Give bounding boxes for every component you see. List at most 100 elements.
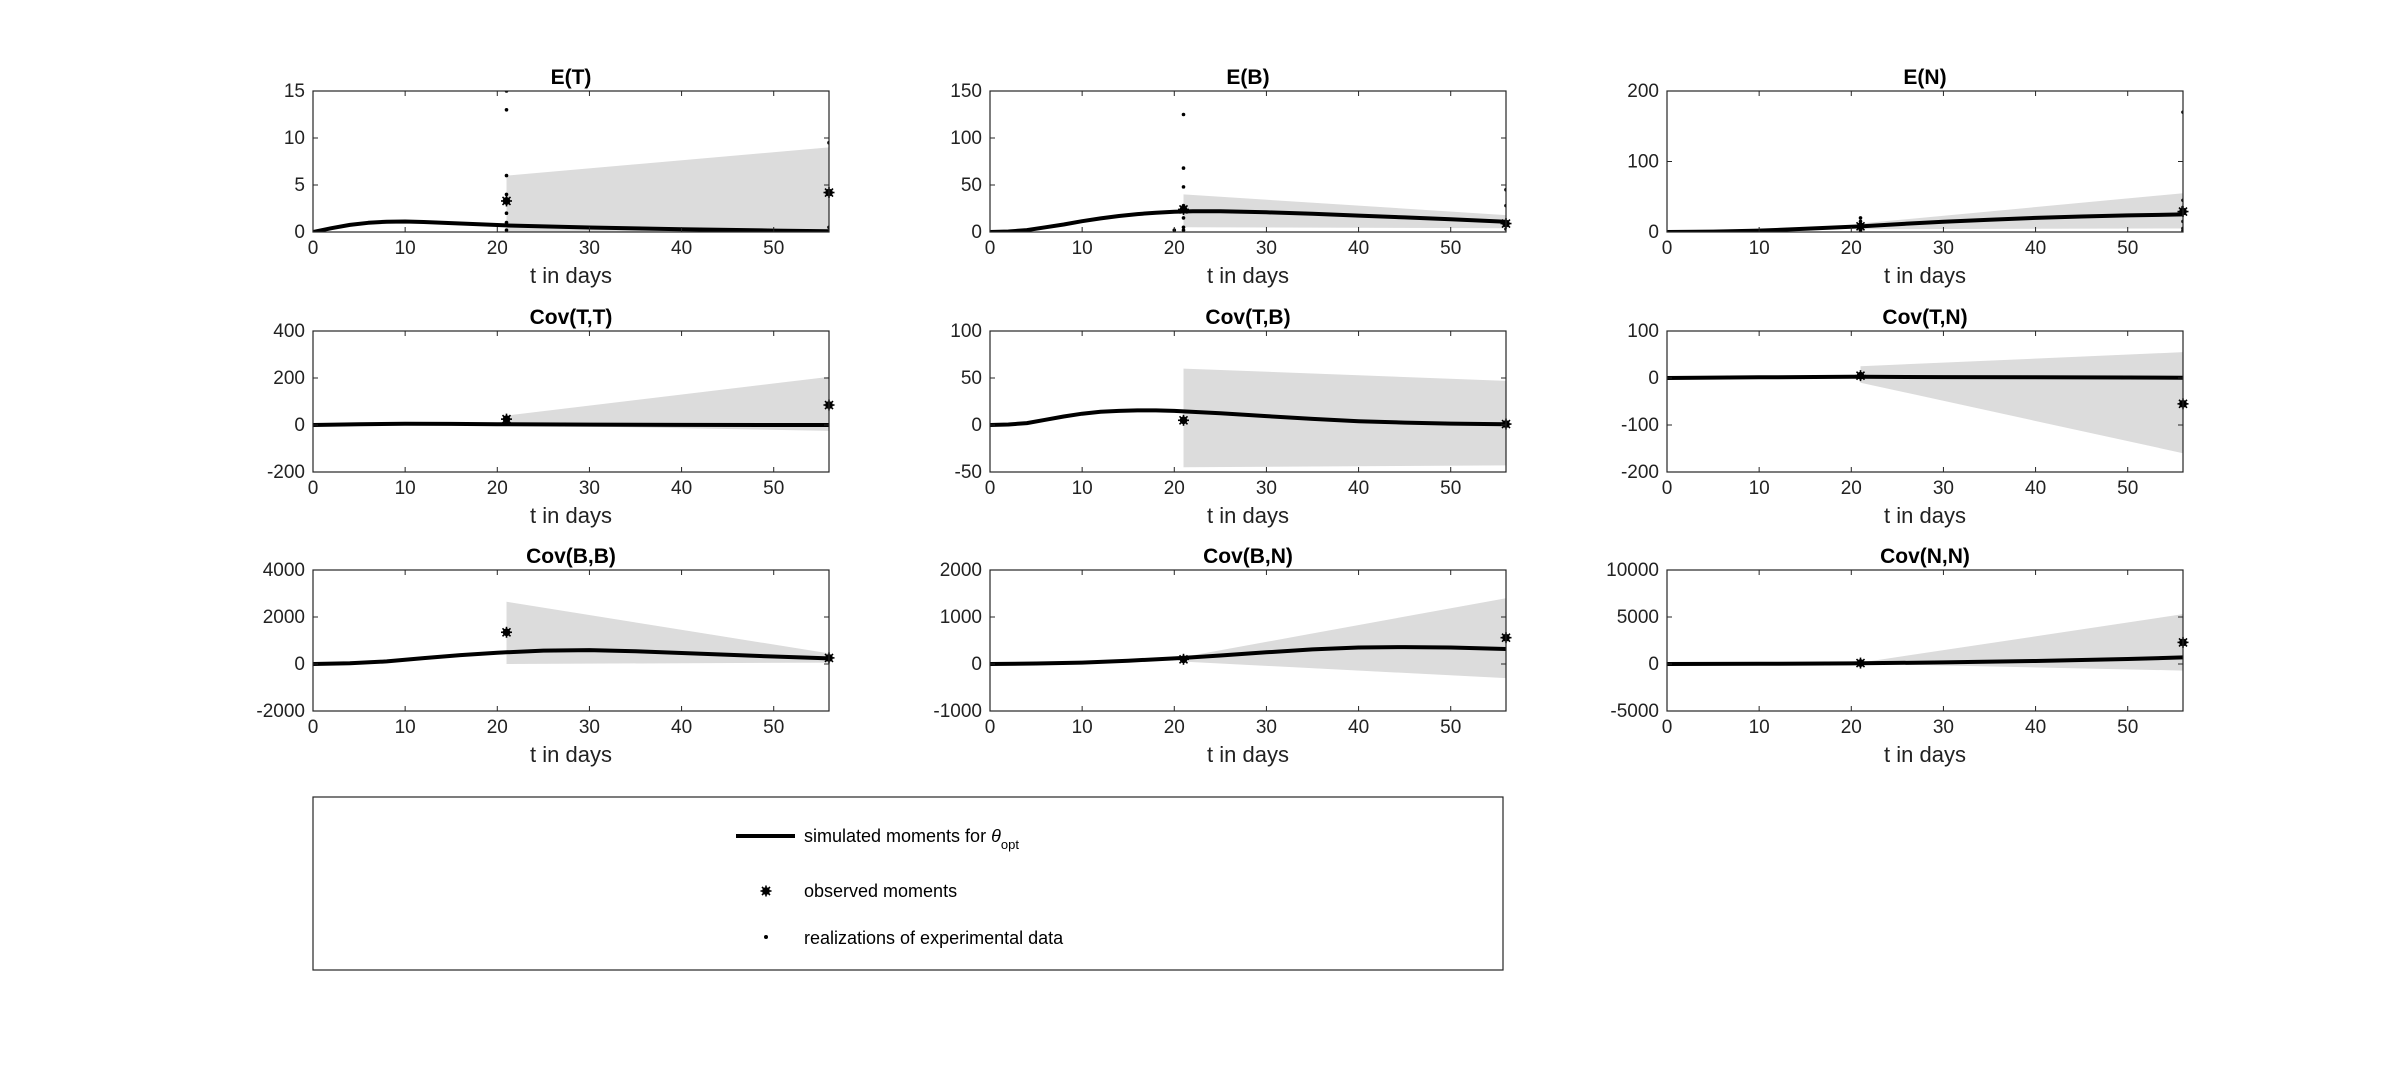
y-tick-label: -5000 <box>1610 701 1659 722</box>
realization-dot <box>504 108 509 112</box>
simulated-moment-line <box>313 648 829 666</box>
legend-observed-marker <box>760 885 772 897</box>
axes-box <box>989 90 1507 233</box>
subplot-title: Cov(T,N) <box>1882 306 1967 329</box>
x-tick-label: 10 <box>1072 478 1093 499</box>
axes-box <box>312 569 830 712</box>
y-tick-label: 10000 <box>1606 560 1659 581</box>
realization-dot <box>504 228 509 232</box>
x-tick-label: 20 <box>487 238 508 259</box>
x-tick-label: 0 <box>1662 478 1673 499</box>
realization-dot <box>1181 112 1186 117</box>
subplot-title: E(N) <box>1903 66 1946 89</box>
y-tick-label: 0 <box>1648 222 1659 243</box>
y-tick-label: -100 <box>1621 415 1659 436</box>
x-tick-label: 20 <box>1841 717 1862 738</box>
y-tick-label: 50 <box>961 175 982 196</box>
x-tick-label: 20 <box>487 717 508 738</box>
axes-box <box>1666 569 2184 712</box>
x-tick-label: 10 <box>1749 238 1770 259</box>
x-tick-label: 0 <box>308 238 319 259</box>
x-tick-label: 50 <box>763 238 784 259</box>
subplot-title: E(T) <box>551 66 592 89</box>
x-axis-label: t in days <box>1884 503 1966 528</box>
x-axis-label: t in days <box>1207 263 1289 288</box>
y-tick-label: 5 <box>294 175 305 196</box>
x-tick-label: 40 <box>2025 717 2046 738</box>
x-tick-label: 50 <box>763 717 784 738</box>
x-tick-label: 30 <box>1256 238 1277 259</box>
y-tick-label: 100 <box>1627 152 1659 173</box>
observed-moment-marker <box>1855 220 1866 232</box>
y-tick-label: 200 <box>273 368 305 389</box>
subplot-title: Cov(B,N) <box>1203 545 1293 568</box>
legend-label-simulated: simulated moments for θopt <box>804 826 1019 852</box>
y-tick-label: 100 <box>950 321 982 342</box>
observed-moment-marker <box>501 626 512 638</box>
subplot-2: 0 10 20 30 40 50 0 50 100 150 E(B) t in days <box>950 66 1512 288</box>
x-tick-label: 20 <box>1164 717 1185 738</box>
simulated-moment-line <box>313 421 829 427</box>
y-tick-label: 10 <box>284 128 305 149</box>
y-tick-label: -1000 <box>933 701 982 722</box>
x-tick-label: 20 <box>1164 238 1185 259</box>
y-tick-label: 400 <box>273 321 305 342</box>
x-axis-label: t in days <box>1207 742 1289 767</box>
x-axis-label: t in days <box>1884 263 1966 288</box>
simulated-moment-line <box>990 408 1506 427</box>
x-tick-label: 10 <box>1749 717 1770 738</box>
x-tick-label: 10 <box>1072 238 1093 259</box>
legend-dot-marker <box>764 935 768 939</box>
x-tick-label: 10 <box>395 238 416 259</box>
y-tick-label: 1000 <box>940 607 982 628</box>
y-tick-label: 4000 <box>263 560 305 581</box>
realization-dot <box>1181 185 1186 189</box>
x-tick-label: 10 <box>395 717 416 738</box>
axes-box <box>1666 330 2184 473</box>
x-axis-label: t in days <box>1207 503 1289 528</box>
y-tick-label: 2000 <box>263 607 305 628</box>
observed-moment-marker <box>1178 653 1189 665</box>
realization-dot <box>1181 166 1186 170</box>
x-tick-label: 20 <box>487 478 508 499</box>
subplot-3: 0 10 20 30 40 50 0 100 200 E(N) t in days <box>1627 66 2189 288</box>
simulated-moment-line <box>1667 374 2183 380</box>
realization-dot <box>1181 216 1186 220</box>
legend-label-observed: observed moments <box>804 881 957 901</box>
y-tick-label: 0 <box>971 415 982 436</box>
y-tick-label: 0 <box>1648 654 1659 675</box>
x-tick-label: 10 <box>1749 478 1770 499</box>
x-tick-label: 50 <box>763 478 784 499</box>
axes-box <box>312 330 830 473</box>
x-tick-label: 20 <box>1164 478 1185 499</box>
y-tick-label: 50 <box>961 368 982 389</box>
confidence-band <box>1183 368 1506 468</box>
x-tick-label: 0 <box>308 478 319 499</box>
y-tick-label: -2000 <box>256 701 305 722</box>
observed-moment-marker <box>501 413 512 425</box>
x-tick-label: 0 <box>985 238 996 259</box>
axes-box <box>989 569 1507 712</box>
x-tick-label: 0 <box>985 478 996 499</box>
x-tick-label: 10 <box>395 478 416 499</box>
realization-dot <box>1858 216 1863 220</box>
y-tick-label: 100 <box>950 128 982 149</box>
x-tick-label: 30 <box>579 478 600 499</box>
y-tick-label: 100 <box>1627 321 1659 342</box>
confidence-band <box>506 376 829 431</box>
simulated-moment-line <box>1667 655 2183 666</box>
x-tick-label: 30 <box>1256 478 1277 499</box>
subplot-title: Cov(T,T) <box>530 306 613 329</box>
subplot-title: Cov(B,B) <box>526 545 616 568</box>
x-tick-label: 30 <box>579 238 600 259</box>
axes-box <box>312 90 830 233</box>
y-tick-label: 2000 <box>940 560 982 581</box>
y-tick-label: -200 <box>1621 462 1659 483</box>
realization-dot <box>504 211 509 215</box>
subplot-1: 0 10 20 30 40 50 0 5 10 15 E(T) t in days <box>284 66 835 288</box>
x-tick-label: 30 <box>1933 238 1954 259</box>
